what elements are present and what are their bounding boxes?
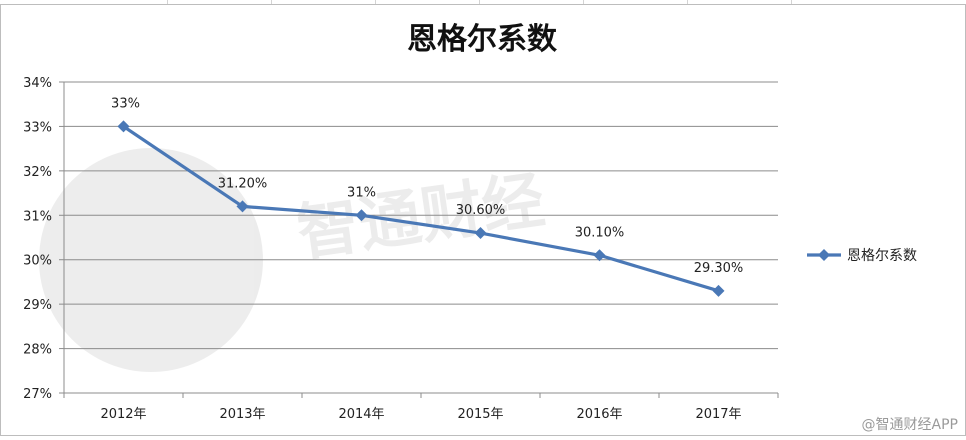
data-point-marker[interactable]: [712, 284, 725, 297]
data-point-marker[interactable]: [236, 200, 249, 213]
y-axis: 27% 28% 29% 30% 31% 32% 33% 34%: [23, 76, 65, 402]
y-tick-label: 33%: [23, 120, 52, 135]
x-tick-label: 2014年: [338, 407, 384, 422]
chart-title: 恩格尔系数: [407, 22, 558, 57]
y-tick-label: 27%: [23, 387, 52, 402]
y-tick-label: 29%: [23, 298, 52, 313]
line-chart: 智通财经 恩格尔系数 27% 28% 29% 30% 31% 32% 33% 34% 2012…: [23, 22, 917, 422]
x-tick-label: 2012年: [100, 407, 146, 422]
y-tick-label: 31%: [23, 209, 52, 224]
legend-label[interactable]: 恩格尔系数: [847, 248, 917, 264]
data-label: 31.20%: [218, 176, 268, 191]
data-label: 31%: [347, 185, 376, 200]
data-label: 33%: [111, 96, 140, 111]
y-tick-label: 32%: [23, 165, 52, 180]
y-tick-label: 30%: [23, 254, 52, 269]
series-line: [122, 125, 719, 293]
data-point-marker[interactable]: [117, 120, 130, 133]
credit-text: @智通财经APP: [861, 417, 958, 433]
x-tick-label: 2016年: [576, 407, 622, 422]
data-label: 30.60%: [456, 203, 506, 218]
x-axis: 2012年 2013年 2014年 2015年 2016年 2017年: [63, 392, 779, 422]
data-point-marker[interactable]: [593, 249, 606, 262]
x-tick-label: 2017年: [695, 407, 741, 422]
watermark-text: 智通财经: [293, 163, 549, 270]
x-tick-label: 2015年: [457, 407, 503, 422]
data-label: 29.30%: [694, 261, 744, 276]
y-tick-label: 34%: [23, 76, 52, 91]
legend-marker-icon: [818, 249, 830, 261]
chart-area[interactable]: 智通财经 恩格尔系数 27% 28% 29% 30% 31% 32% 33% 34% 2012…: [0, 4, 966, 436]
data-point-marker[interactable]: [474, 227, 487, 240]
gridlines: [64, 81, 778, 350]
data-point-marker[interactable]: [355, 209, 368, 222]
legend[interactable]: 恩格尔系数: [807, 248, 917, 264]
x-tick-label: 2013年: [219, 407, 265, 422]
data-label: 30.10%: [575, 225, 625, 240]
y-tick-label: 28%: [23, 343, 52, 358]
series-group: 33% 31.20% 31% 30.60% 30.10% 29.30%: [111, 96, 744, 297]
